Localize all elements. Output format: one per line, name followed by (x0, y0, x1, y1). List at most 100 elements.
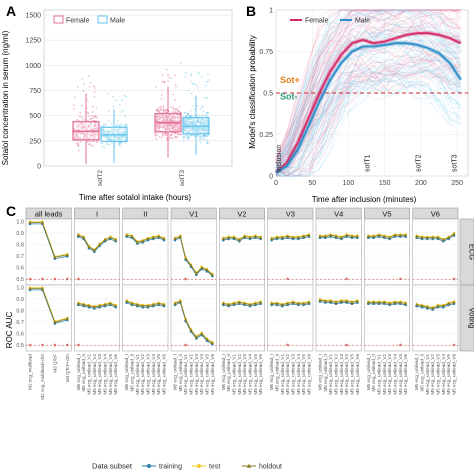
x-tick-label: M5 ecg_unilead_V5 (301, 354, 306, 395)
data-point (80, 122, 83, 124)
data-point (188, 118, 190, 121)
data-point (204, 127, 207, 129)
data-point (117, 130, 120, 133)
data-point (201, 138, 204, 141)
data-point (161, 132, 164, 135)
data-point (157, 128, 160, 130)
data-point (166, 118, 169, 120)
data-point (84, 127, 87, 130)
data-point (161, 134, 164, 137)
trajectory-line (275, 69, 461, 177)
data-point (195, 121, 198, 124)
data-point (174, 116, 177, 119)
y-tick-label: 0.7 (16, 254, 24, 260)
data-point (197, 129, 200, 131)
y-tick-label: 750 (29, 88, 41, 95)
data-point (91, 128, 94, 131)
data-point (170, 119, 173, 121)
data-point (180, 111, 182, 114)
data-point (166, 128, 168, 131)
significance-star: * (452, 277, 455, 286)
data-point (441, 304, 445, 307)
data-point (80, 123, 83, 126)
data-point (191, 128, 194, 131)
data-point (93, 91, 96, 93)
trajectory-line (275, 9, 461, 166)
data-point (164, 108, 166, 111)
data-point (170, 134, 172, 136)
data-point (193, 119, 195, 122)
data-point (173, 126, 176, 129)
data-point (199, 141, 202, 144)
data-point (83, 133, 86, 136)
trajectory-line (275, 9, 461, 177)
data-point (205, 135, 208, 138)
data-point (173, 124, 176, 127)
data-point (174, 128, 177, 131)
data-point (157, 125, 160, 127)
data-point (113, 135, 115, 138)
data-point (157, 108, 160, 111)
data-point (104, 136, 106, 139)
data-point (200, 122, 203, 125)
data-point (189, 122, 192, 125)
data-point (168, 117, 171, 120)
y-tick-label: 1.0 (16, 285, 24, 291)
data-point (105, 135, 108, 138)
data-point (190, 126, 193, 129)
trajectory-line (275, 9, 461, 163)
data-point (202, 134, 205, 136)
row-strip (459, 284, 474, 352)
data-point (334, 300, 338, 304)
data-point (189, 131, 192, 133)
data-point (204, 97, 207, 99)
data-point (162, 116, 165, 119)
data-point (156, 118, 158, 121)
facet-panel (25, 218, 72, 286)
data-point (452, 300, 456, 304)
data-point (94, 114, 97, 117)
data-point (76, 233, 80, 237)
data-point (76, 125, 79, 128)
data-point (93, 87, 96, 89)
data-point (200, 332, 204, 335)
data-point (157, 114, 159, 117)
data-point (199, 119, 202, 122)
x-tick-label: M5 ecg_unilead_I (173, 354, 178, 390)
data-point (404, 233, 408, 237)
significance-star: * (77, 277, 80, 286)
data-point (243, 234, 247, 238)
data-point (103, 123, 105, 126)
data-point (157, 115, 159, 118)
data-point (158, 110, 161, 113)
data-point (436, 235, 440, 239)
series-line (30, 289, 68, 324)
data-point (146, 304, 150, 307)
data-point (203, 129, 206, 131)
trajectory-line (276, 59, 461, 177)
data-point (165, 134, 168, 137)
data-point (169, 124, 171, 126)
data-point (183, 127, 186, 130)
x-tick-label: M5 ecg_unilead_V3 (387, 354, 392, 395)
trajectory-line (275, 26, 461, 173)
data-point (206, 123, 208, 126)
data-point (120, 141, 123, 144)
data-point (190, 115, 193, 118)
trajectory-line (275, 54, 461, 177)
data-point (280, 303, 284, 306)
data-point (171, 117, 174, 119)
data-point (118, 128, 121, 131)
trajectory-line (275, 29, 461, 168)
data-point (172, 129, 175, 132)
data-point (151, 235, 155, 239)
trajectory-line (276, 61, 461, 177)
data-point (103, 128, 105, 131)
trajectory-line (275, 9, 461, 172)
trajectory-line (276, 53, 461, 177)
data-point (87, 112, 90, 115)
data-point (159, 109, 162, 112)
data-point (307, 300, 311, 304)
data-point (184, 122, 187, 125)
data-point (163, 124, 166, 127)
